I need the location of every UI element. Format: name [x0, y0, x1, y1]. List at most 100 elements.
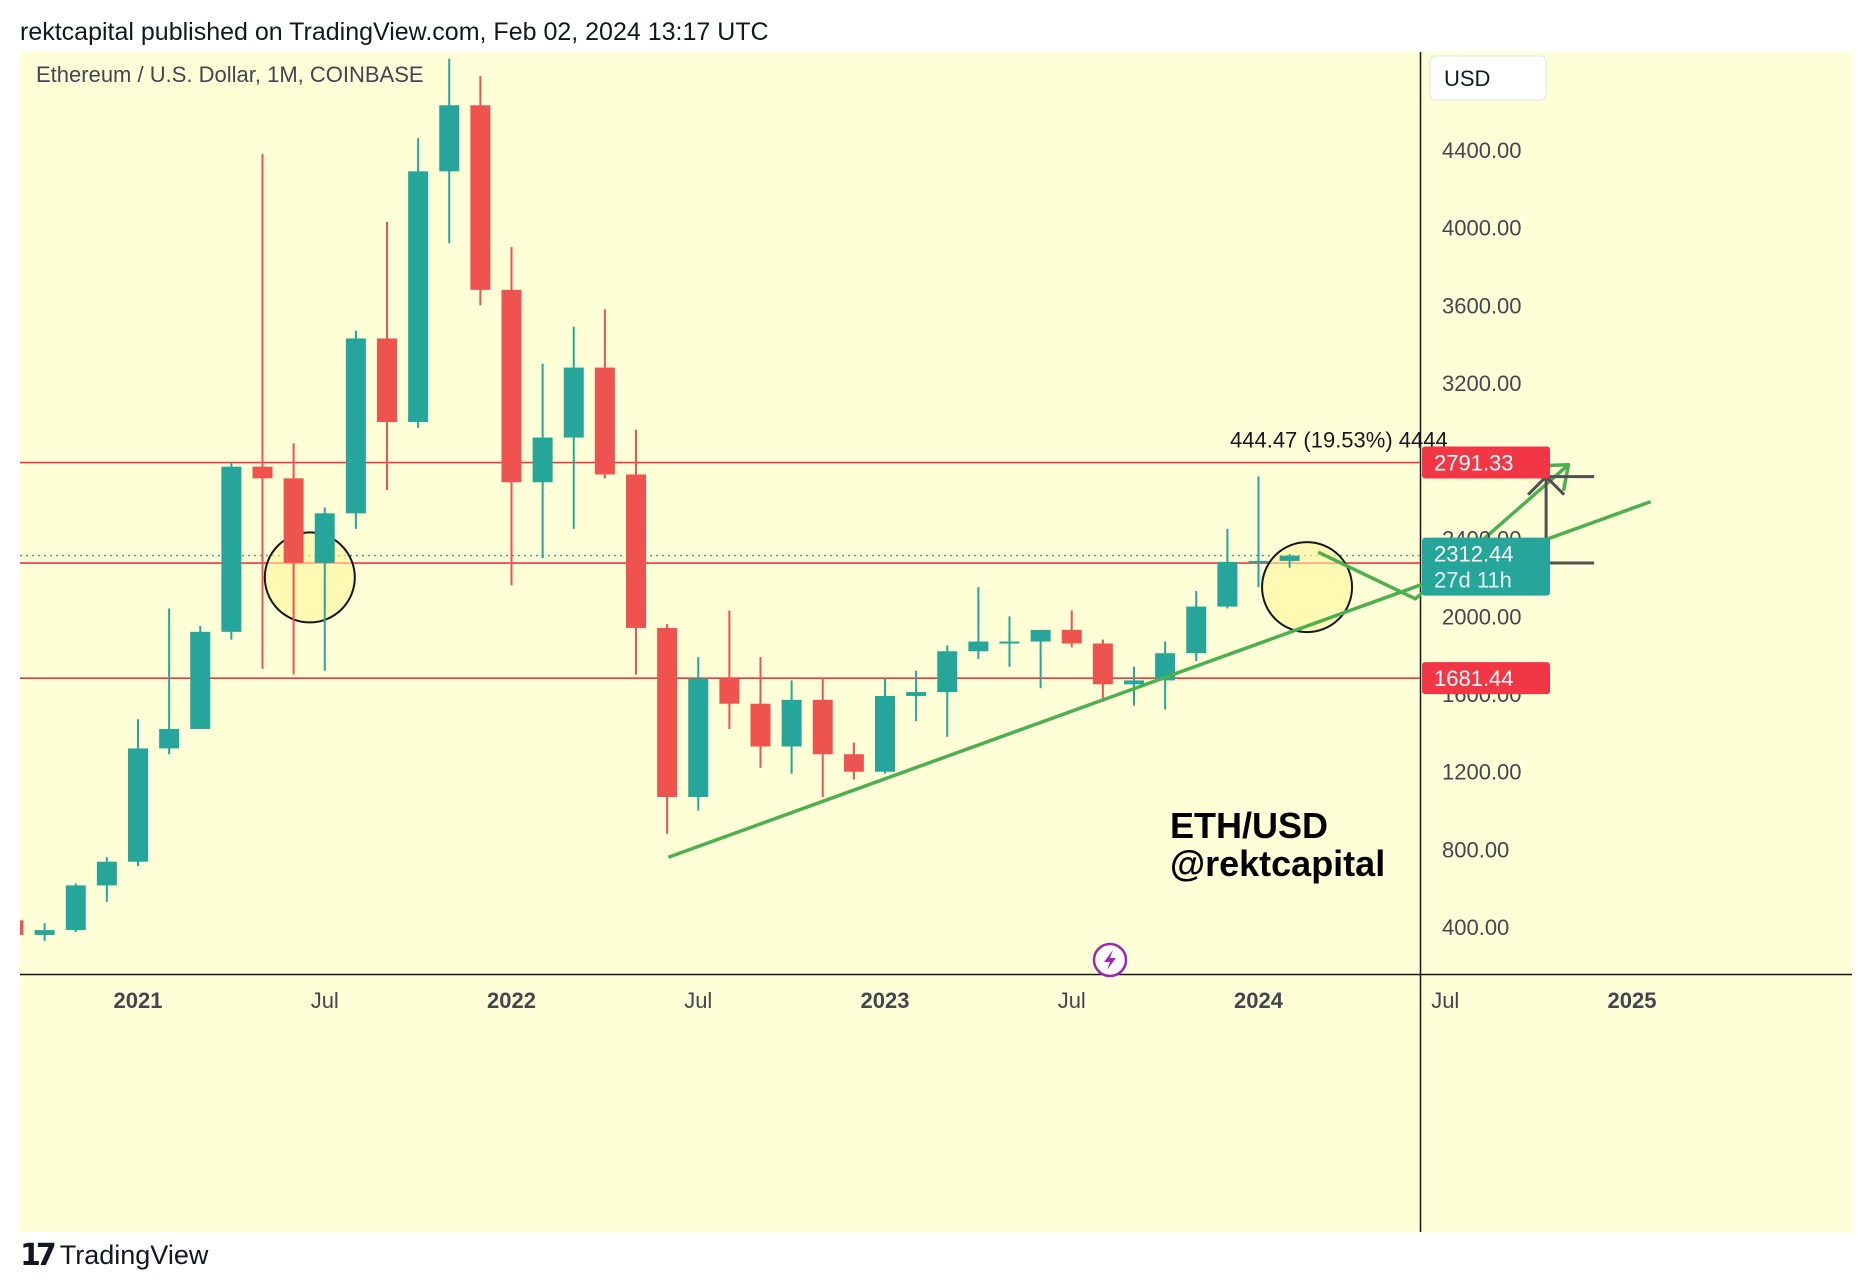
measure-label: 444.47 (19.53%) 4444	[1230, 428, 1448, 453]
y-tick-label: 4000.00	[1442, 216, 1522, 241]
candle-body	[408, 171, 429, 422]
candle[interactable]	[283, 443, 304, 675]
candle[interactable]	[252, 153, 273, 669]
candle-body	[1092, 643, 1113, 685]
y-tick-label: 2000.00	[1442, 604, 1522, 629]
candle[interactable]	[345, 330, 366, 529]
candle-body	[812, 699, 833, 755]
projection-path	[1317, 463, 1570, 601]
candle[interactable]	[408, 138, 429, 428]
candle[interactable]	[501, 247, 522, 586]
price-axis-area[interactable]	[1420, 52, 1852, 974]
y-tick-label: 1200.00	[1442, 760, 1522, 785]
level-price-label-text: 2791.33	[1434, 451, 1514, 476]
level-price-label	[1422, 662, 1550, 695]
candle[interactable]	[1248, 476, 1269, 588]
footer-brand[interactable]: 17 TradingView	[20, 1238, 208, 1273]
candle[interactable]	[1124, 666, 1144, 706]
candle[interactable]	[594, 309, 615, 479]
candle[interactable]	[719, 610, 740, 729]
candle[interactable]	[1279, 554, 1300, 568]
candle-body	[159, 728, 180, 749]
candle[interactable]	[657, 624, 678, 834]
candle[interactable]	[626, 429, 646, 675]
candle[interactable]	[563, 326, 584, 529]
eth-usd-chart[interactable]: 444.47 (19.53%) 4444ETH/USD@rektcapital …	[20, 52, 1852, 1232]
candle-body	[96, 861, 117, 886]
candle[interactable]	[781, 680, 802, 774]
countdown-text: 27d 11h	[1434, 568, 1512, 593]
candle[interactable]	[128, 719, 148, 866]
candle[interactable]	[532, 363, 553, 558]
x-tick-label: Jul	[1058, 988, 1086, 1013]
candle[interactable]	[906, 670, 927, 722]
candle-body	[937, 651, 958, 693]
candle[interactable]	[96, 857, 117, 902]
current-price-text: 2312.44	[1434, 542, 1514, 567]
candle-body	[750, 703, 771, 747]
candle[interactable]	[688, 657, 709, 811]
candle-body	[252, 466, 273, 479]
candle-body	[906, 692, 927, 696]
plot-area[interactable]	[20, 52, 1420, 974]
candle[interactable]	[377, 221, 397, 490]
candle[interactable]	[1217, 528, 1238, 609]
candle-body	[1248, 560, 1269, 563]
x-tick-label: Jul	[1431, 988, 1459, 1013]
candle[interactable]	[812, 678, 833, 797]
candle[interactable]	[221, 462, 242, 640]
candle-body	[594, 367, 615, 475]
x-tick-label: Jul	[684, 988, 712, 1013]
candle[interactable]	[937, 645, 958, 737]
candle[interactable]	[439, 58, 460, 244]
candle-body	[968, 641, 989, 652]
candle-body	[345, 338, 366, 514]
candle[interactable]	[968, 587, 989, 660]
candle-body	[563, 367, 584, 438]
candle-body	[688, 678, 709, 797]
candle[interactable]	[65, 883, 86, 933]
candle[interactable]	[843, 742, 864, 780]
candle[interactable]	[34, 923, 55, 941]
y-tick-label: 4400.00	[1442, 138, 1522, 163]
candle-body	[377, 338, 397, 422]
x-tick-label: 2022	[487, 988, 536, 1013]
candle-body	[781, 699, 802, 747]
watermark-line: @rektcapital	[1170, 843, 1385, 884]
watermark-line: ETH/USD	[1170, 805, 1328, 846]
candle-body	[34, 930, 55, 935]
candle[interactable]	[314, 507, 335, 671]
tradingview-brand-name: TradingView	[59, 1240, 209, 1270]
candle-body	[190, 631, 211, 729]
candle[interactable]	[875, 678, 895, 774]
candle-body	[65, 885, 86, 931]
y-tick-label: 3200.00	[1442, 371, 1522, 396]
candle[interactable]	[1092, 639, 1113, 702]
candle[interactable]	[1186, 591, 1207, 661]
highlight-circle	[263, 531, 356, 624]
candle-body	[875, 695, 895, 772]
candle[interactable]	[20, 910, 24, 945]
candle[interactable]	[159, 608, 180, 755]
candle[interactable]	[190, 626, 211, 729]
x-tick-label: Jul	[311, 988, 339, 1013]
candle-body	[1186, 606, 1207, 654]
candle[interactable]	[999, 616, 1020, 667]
currency-button[interactable]	[1429, 55, 1547, 101]
candle-body	[626, 474, 646, 628]
candle-body	[1061, 629, 1082, 644]
candle[interactable]	[750, 657, 771, 768]
candle[interactable]	[1061, 610, 1082, 648]
candle[interactable]	[470, 76, 491, 306]
time-axis-area[interactable]	[20, 974, 1852, 1232]
lightning-glyph	[1104, 950, 1116, 970]
y-tick-label: 800.00	[1442, 837, 1509, 862]
candle-body	[532, 437, 553, 483]
candle[interactable]	[1030, 629, 1051, 689]
highlight-circle	[1261, 541, 1354, 634]
candle-body	[657, 627, 678, 797]
candle-body	[1124, 680, 1144, 685]
x-tick-label: 2025	[1608, 988, 1657, 1013]
candle-body	[283, 478, 304, 563]
x-tick-label: 2024	[1234, 988, 1284, 1013]
